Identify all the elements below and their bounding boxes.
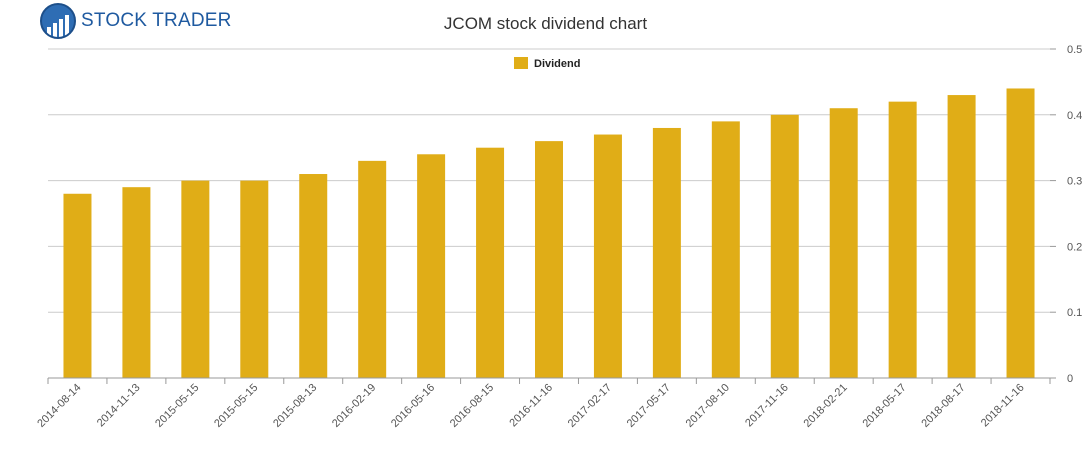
x-tick-label: 2014-11-13 <box>95 382 143 430</box>
bar <box>535 141 563 378</box>
x-tick-label: 2016-11-16 <box>507 382 555 430</box>
bars <box>63 88 1035 379</box>
bar <box>1006 88 1035 378</box>
bar <box>476 147 505 378</box>
x-tick-label: 2017-05-17 <box>625 382 673 430</box>
legend-label: Dividend <box>534 58 580 70</box>
x-tick-label: 2015-05-15 <box>212 382 260 430</box>
x-tick-label: 2016-08-15 <box>448 382 496 430</box>
y-tick-label: 0.2 <box>1067 241 1082 253</box>
bar <box>593 134 622 378</box>
x-tick-label: 2015-05-15 <box>153 382 201 430</box>
bar <box>122 187 151 378</box>
x-tick-label: 2016-05-16 <box>389 382 437 430</box>
bar <box>181 180 210 378</box>
chart-logo-icon <box>40 3 76 39</box>
bar <box>358 160 387 378</box>
legend: Dividend <box>514 57 580 70</box>
bar <box>947 95 976 378</box>
y-tick-label: 0 <box>1067 373 1073 385</box>
bar <box>652 127 681 379</box>
bar <box>417 154 446 378</box>
y-tick-label: 0.5 <box>1067 44 1082 56</box>
y-tick-label: 0.3 <box>1067 176 1082 188</box>
x-tick-label: 2017-02-17 <box>566 382 614 430</box>
y-tick-label: 0.4 <box>1067 110 1082 122</box>
x-tick-label: 2017-08-10 <box>684 382 732 430</box>
legend-swatch <box>514 57 528 69</box>
x-tick-label: 2017-11-16 <box>743 382 791 430</box>
x-tick-label: 2015-08-13 <box>271 382 319 430</box>
chart-title: JCOM stock dividend chart <box>443 14 648 33</box>
bar <box>888 101 917 378</box>
bar <box>829 108 858 378</box>
bar <box>240 180 269 378</box>
bar <box>770 114 799 379</box>
x-tick-label: 2018-08-17 <box>919 382 967 430</box>
logo-text: STOCK TRADERS <box>81 10 231 31</box>
x-tick-label: 2018-02-21 <box>802 382 850 430</box>
logo: STOCK TRADERS <box>40 2 231 40</box>
x-tick-label: 2018-11-16 <box>979 382 1027 430</box>
bar <box>299 174 328 378</box>
y-tick-label: 0.1 <box>1067 307 1082 319</box>
x-tick-label: 2018-05-17 <box>860 382 908 430</box>
x-tick-label: 2014-08-14 <box>35 382 83 430</box>
bar <box>63 193 92 378</box>
x-tick-label: 2016-02-19 <box>330 382 378 430</box>
bar <box>711 121 740 378</box>
